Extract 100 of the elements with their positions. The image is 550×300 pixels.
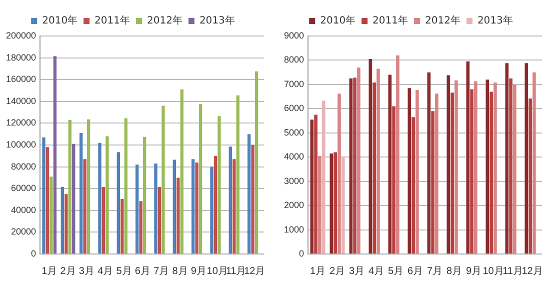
bar: [368, 59, 372, 254]
x-tick-label: 12月: [244, 266, 266, 277]
bar: [416, 90, 419, 254]
y-tick-label: 120000: [6, 118, 36, 128]
bar: [98, 142, 102, 254]
y-tick-label: 60000: [11, 183, 36, 194]
bar: [158, 186, 162, 254]
bar: [318, 156, 322, 254]
x-tick-label: 10月: [206, 266, 228, 277]
bar: [172, 160, 176, 254]
bar: [392, 106, 396, 254]
y-tick-label: 40000: [11, 204, 36, 215]
y-tick-label: 6000: [284, 103, 304, 114]
bar: [53, 56, 57, 254]
bar: [408, 88, 412, 254]
bar: [86, 119, 90, 254]
bar: [431, 111, 434, 254]
legend-label: 2012年: [147, 14, 182, 27]
bar: [490, 92, 493, 254]
legend-label: 2011年: [94, 14, 130, 27]
bar: [50, 176, 53, 254]
y-tick-label: 0: [31, 248, 36, 258]
bar: [396, 55, 400, 254]
y-tick-label: 8000: [284, 54, 304, 65]
bar: [357, 67, 360, 254]
bar: [83, 159, 86, 254]
bar: [314, 114, 318, 254]
x-tick-label: 11月: [226, 266, 246, 277]
bar: [254, 71, 258, 254]
bar: [142, 136, 146, 254]
bar: [474, 81, 478, 254]
y-tick-label: 140000: [6, 96, 36, 106]
x-tick-label: 5月: [388, 266, 404, 277]
x-tick-label: 8月: [172, 266, 188, 277]
y-tick-label: 2000: [284, 200, 304, 210]
bar: [191, 159, 195, 254]
x-tick-label: 9月: [466, 266, 482, 277]
bar: [509, 78, 512, 254]
bar: [532, 72, 536, 254]
x-tick-label: 11月: [502, 266, 523, 277]
legend-label: 2011年: [372, 14, 408, 27]
bar: [486, 80, 490, 254]
x-tick-label: 6月: [134, 266, 150, 277]
x-tick-label: 7月: [426, 266, 443, 277]
bar: [46, 147, 50, 254]
bar: [376, 68, 380, 254]
y-tick-label: 7000: [284, 78, 304, 89]
bar: [466, 61, 470, 254]
bar: [513, 84, 516, 254]
y-tick-label: 3000: [284, 176, 304, 186]
bar: [322, 100, 326, 254]
y-tick-label: 1000: [284, 224, 304, 234]
x-tick-label: 3月: [78, 266, 94, 277]
x-tick-label: 3月: [348, 266, 365, 277]
bar: [198, 104, 202, 254]
bar: [139, 201, 142, 254]
bar: [116, 152, 120, 254]
bar: [247, 134, 251, 254]
y-tick-label: 200000: [6, 30, 36, 40]
bar: [435, 94, 438, 254]
bar: [236, 95, 240, 254]
x-tick-label: 2月: [60, 266, 76, 277]
bar: [176, 178, 180, 254]
bar: [450, 92, 454, 254]
y-tick-label: 80000: [11, 161, 36, 172]
bar: [136, 164, 139, 254]
bar: [353, 78, 356, 254]
legend-label: 2013年: [477, 14, 513, 27]
bar: [412, 117, 415, 254]
bar: [214, 156, 218, 254]
bar: [102, 186, 106, 254]
bar: [42, 137, 46, 254]
bar: [494, 82, 497, 254]
bar: [180, 89, 184, 254]
bar: [454, 80, 458, 254]
bar: [388, 74, 392, 254]
bar: [228, 146, 232, 254]
bar: [124, 118, 128, 254]
y-tick-label: 160000: [6, 74, 36, 84]
bar: [334, 152, 337, 254]
y-tick-label: 0: [299, 248, 304, 258]
y-tick-label: 180000: [6, 52, 36, 62]
bar: [80, 133, 83, 254]
bar: [338, 94, 341, 254]
bar: [195, 162, 198, 254]
bar: [505, 63, 509, 254]
bar: [470, 89, 474, 254]
x-tick-label: 8月: [446, 266, 462, 277]
bar: [349, 78, 353, 254]
x-tick-label: 6月: [407, 266, 424, 277]
x-tick-label: 9月: [190, 266, 206, 277]
bar: [64, 194, 68, 254]
bar: [162, 106, 165, 254]
bar: [524, 63, 528, 254]
bar: [120, 198, 124, 254]
x-tick-label: 12月: [522, 266, 543, 277]
bar: [218, 116, 221, 254]
y-tick-label: 20000: [11, 226, 36, 237]
legend-label: 2012年: [425, 14, 460, 27]
x-tick-label: 4月: [98, 266, 114, 277]
